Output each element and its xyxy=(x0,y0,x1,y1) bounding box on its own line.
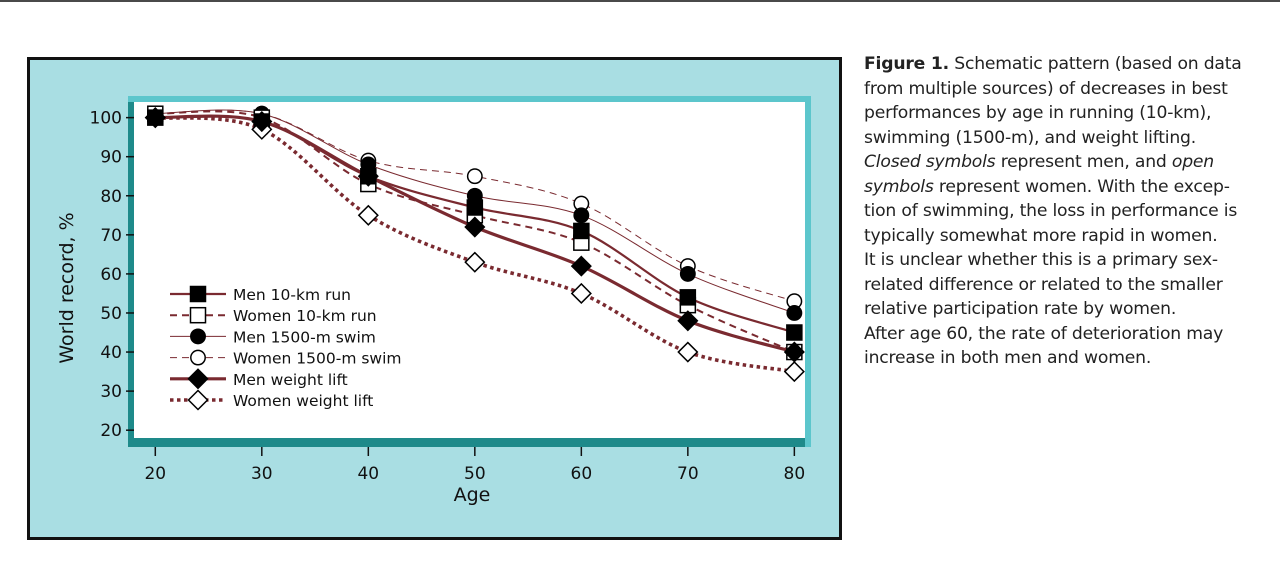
y-tick-label: 40 xyxy=(100,343,122,363)
legend-label: Women 10-km run xyxy=(233,307,377,325)
legend-swatch-marker xyxy=(187,368,209,390)
data-point-marker xyxy=(464,216,486,238)
chart-svg: 20 30 40 50 60 70 80 90 100 20 30 40 50 60 70 80 Men 1… xyxy=(56,96,811,506)
caption-line-7: tion of swimming, the loss in performanc… xyxy=(864,201,1238,221)
figure-label: Figure 1. xyxy=(864,54,949,74)
data-point-marker xyxy=(679,289,697,306)
data-point-marker xyxy=(464,251,486,273)
caption-emphasis: symbols xyxy=(864,176,934,197)
legend-swatch-marker xyxy=(189,306,207,324)
caption-line-10: related difference or related to the sma… xyxy=(864,274,1223,295)
caption-line-11: relative participation rate by women. xyxy=(864,299,1177,319)
x-tick-label: 60 xyxy=(571,464,593,484)
data-point-marker xyxy=(251,110,273,133)
x-axis-label: Age xyxy=(454,484,491,506)
y-tick-label: 30 xyxy=(100,382,122,402)
data-point-marker xyxy=(357,165,379,187)
data-point-marker xyxy=(786,305,803,321)
caption-text: represent women. With the excep- xyxy=(938,176,1230,197)
plot-border-highlight-right xyxy=(805,96,811,447)
caption-line-5: Closed symbols represent men, and open xyxy=(864,150,1269,175)
x-tick-label: 70 xyxy=(677,464,699,484)
caption-line-4: swimming (1500-m), and weight lifting. xyxy=(864,127,1197,148)
figure-caption: Figure 1. Schematic pattern (based on da… xyxy=(864,52,1269,371)
legend-swatch-marker xyxy=(190,349,206,366)
x-tick-label: 50 xyxy=(464,464,486,484)
caption-line-6: symbols represent women. With the excep- xyxy=(864,175,1269,200)
legend-swatch-marker xyxy=(189,285,207,303)
legend-label: Women weight lift xyxy=(233,392,373,410)
legend-swatch-marker xyxy=(190,328,206,345)
legend-label: Men 10-km run xyxy=(233,286,351,304)
legend-label: Women 1500-m swim xyxy=(233,350,402,368)
data-point-marker xyxy=(573,207,590,224)
chart-frame: 20 30 40 50 60 70 80 90 100 20 30 40 50 60 70 80 Men 1… xyxy=(27,57,842,540)
data-point-marker xyxy=(783,341,805,363)
data-point-marker xyxy=(679,265,696,282)
data-point-marker xyxy=(570,282,592,305)
data-point-marker xyxy=(573,222,590,240)
data-point-marker xyxy=(570,255,592,277)
x-tick-label: 20 xyxy=(144,464,166,484)
data-point-marker xyxy=(466,199,484,216)
data-point-marker xyxy=(786,324,803,341)
x-tick-label: 40 xyxy=(357,464,379,484)
caption-line-13: increase in both men and women. xyxy=(864,348,1152,368)
y-tick-label: 60 xyxy=(100,265,122,285)
y-tick-label: 90 xyxy=(100,148,122,168)
y-tick-label: 80 xyxy=(100,187,122,207)
series-markers xyxy=(144,105,805,383)
y-axis-label: World record, % xyxy=(56,212,78,363)
caption-text: Schematic pattern (based on data xyxy=(954,54,1242,74)
data-point-marker xyxy=(783,361,805,383)
y-axis: 20 30 40 50 60 70 80 90 100 xyxy=(90,109,134,441)
data-point-marker xyxy=(357,204,379,226)
y-tick-label: 50 xyxy=(100,304,122,324)
x-tick-label: 30 xyxy=(251,464,273,484)
data-point-marker xyxy=(677,310,699,332)
caption-text: represent men, and xyxy=(1000,152,1167,172)
data-point-marker xyxy=(677,341,699,363)
caption-line-3: performances by age in running (10-km), xyxy=(864,103,1212,123)
x-tick-label: 80 xyxy=(784,464,806,484)
top-divider xyxy=(0,0,1280,2)
y-tick-label: 100 xyxy=(90,109,122,129)
caption-line-1: Figure 1. Schematic pattern (based on da… xyxy=(864,52,1269,77)
caption-line-12: After age 60, the rate of deterioration … xyxy=(864,323,1224,344)
caption-line-9: It is unclear whether this is a primary … xyxy=(864,250,1218,270)
legend-label: Men weight lift xyxy=(233,371,348,389)
legend-label: Men 1500-m swim xyxy=(233,328,376,346)
y-tick-label: 70 xyxy=(100,226,122,246)
data-point-marker xyxy=(466,168,483,185)
caption-line-8: typically somewhat more rapid in women. xyxy=(864,225,1218,246)
caption-line-2: from multiple sources) of decreases in b… xyxy=(864,78,1228,99)
y-tick-label: 20 xyxy=(100,421,122,441)
legend-swatch-marker xyxy=(187,389,209,411)
legend: Men 10-km run Women 10-km run Men 1500-m s… xyxy=(170,285,402,411)
caption-emphasis: open xyxy=(1171,152,1214,172)
caption-emphasis: Closed symbols xyxy=(864,152,996,172)
x-axis: 20 30 40 50 60 70 80 xyxy=(144,447,805,484)
plot-border-highlight xyxy=(128,96,811,102)
data-point-marker xyxy=(144,107,166,129)
